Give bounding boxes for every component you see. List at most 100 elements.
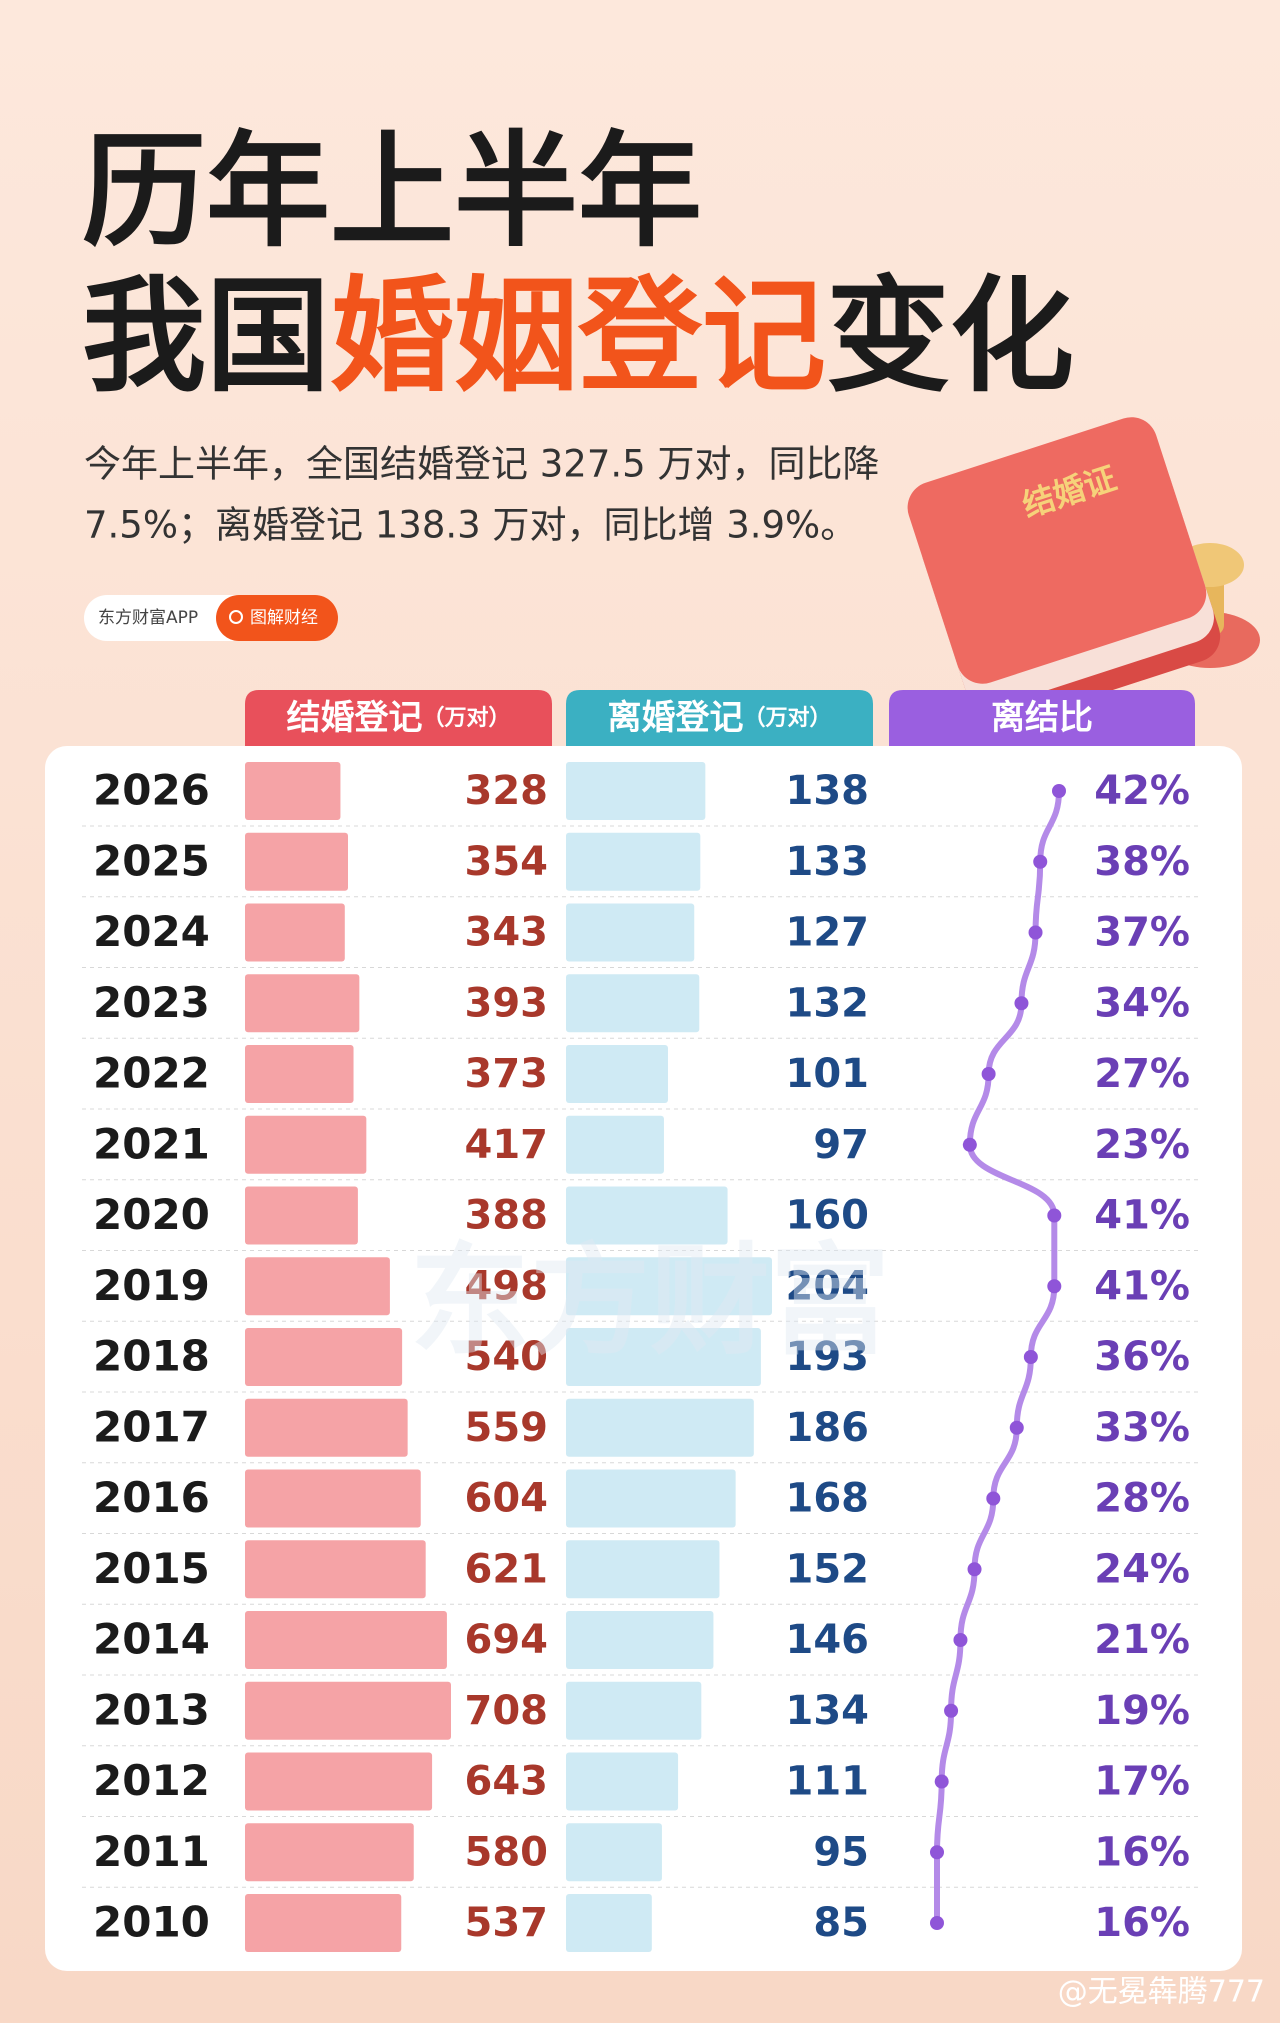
bar [566, 1611, 714, 1669]
bar [245, 1115, 367, 1174]
bar [566, 1115, 664, 1174]
ratio-label: 24% [1094, 1546, 1190, 1592]
title-line: 历年上半年 [82, 120, 702, 264]
year-label: 2018 [93, 1332, 210, 1381]
ratio-point [962, 1137, 977, 1152]
value-label: 186 [786, 1405, 870, 1451]
ratio-point [1028, 925, 1043, 940]
ratio-label: 34% [1094, 980, 1190, 1026]
bar [245, 762, 341, 820]
value-label: 621 [465, 1546, 549, 1592]
ratio-label: 41% [1094, 1193, 1190, 1239]
year-label: 2023 [93, 978, 210, 1027]
value-label: 643 [465, 1759, 549, 1805]
year-label: 2025 [93, 836, 210, 885]
value-label: 168 [786, 1476, 870, 1522]
value-label: 95 [813, 1829, 869, 1875]
ratio-label: 36% [1094, 1334, 1190, 1380]
bar [566, 1469, 736, 1528]
title-highlight: 婚姻登记 [330, 265, 826, 409]
ratio-point [1047, 1279, 1062, 1294]
ratio-point [1052, 784, 1066, 798]
ratio-point [1047, 1208, 1062, 1223]
bar [245, 1540, 426, 1599]
ratio-point [1014, 996, 1029, 1011]
book-illustration: 结婚证 [907, 417, 1260, 727]
column-header [245, 690, 552, 746]
ratio-label: 16% [1094, 1829, 1190, 1875]
ratio-label: 17% [1094, 1759, 1190, 1805]
value-label: 152 [786, 1546, 870, 1592]
bar [566, 1328, 761, 1386]
value-label: 97 [813, 1122, 869, 1168]
value-label: 580 [465, 1829, 549, 1875]
value-label: 193 [786, 1334, 870, 1380]
ratio-point [944, 1703, 959, 1718]
value-label: 85 [813, 1900, 869, 1946]
year-label: 2011 [93, 1827, 210, 1876]
bar [245, 1611, 447, 1669]
ratio-point [967, 1562, 982, 1577]
ratio-point [934, 1774, 949, 1789]
ratio-point [953, 1633, 968, 1647]
ratio-label: 16% [1094, 1900, 1190, 1946]
title-part: 变化 [826, 265, 1074, 409]
year-label: 2017 [93, 1402, 210, 1451]
bar [245, 1823, 414, 1882]
bar [245, 1894, 402, 1952]
search-icon [229, 610, 243, 624]
watermark: 东方财富 [410, 1233, 890, 1372]
year-label: 2013 [93, 1685, 210, 1734]
ratio-label: 21% [1094, 1617, 1190, 1663]
value-label: 133 [786, 839, 870, 885]
year-label: 2026 [93, 766, 210, 815]
ratio-label: 33% [1094, 1405, 1190, 1451]
bar [245, 1681, 451, 1740]
credit: @无冕犇腾777 [1058, 1975, 1265, 2010]
bar [566, 1540, 720, 1599]
value-label: 417 [465, 1122, 549, 1168]
value-label: 498 [465, 1263, 549, 1309]
bar [566, 762, 706, 820]
year-label: 2012 [93, 1756, 210, 1805]
value-label: 708 [465, 1688, 549, 1734]
ratio-point [930, 1916, 944, 1930]
bar [245, 974, 360, 1033]
value-label: 160 [786, 1193, 870, 1239]
value-label: 388 [465, 1193, 549, 1239]
title-line: 我国婚姻登记变化 [82, 265, 1074, 409]
bar [566, 1681, 702, 1740]
column-header-label: 离婚登记（万对） [607, 698, 831, 738]
year-label: 2024 [93, 907, 210, 956]
ratio-point [1033, 854, 1048, 869]
ratio-point [1009, 1420, 1024, 1435]
value-label: 354 [465, 839, 549, 885]
bar [245, 1469, 421, 1528]
bar [245, 1398, 408, 1457]
bar [245, 1752, 433, 1811]
tag: 东方财富APP [98, 608, 198, 628]
value-label: 127 [786, 910, 870, 956]
header-name: 离结比 [991, 698, 1093, 738]
bar [566, 1186, 728, 1245]
bar [245, 1328, 403, 1386]
year-label: 2019 [93, 1261, 210, 1310]
bar [245, 832, 348, 891]
value-label: 694 [465, 1617, 549, 1663]
ratio-label: 42% [1094, 768, 1190, 814]
year-label: 2020 [93, 1190, 210, 1239]
title-part: 我国 [82, 265, 330, 409]
value-label: 537 [465, 1900, 549, 1946]
tag-pill-highlight [216, 595, 338, 641]
column-header-label: 结婚登记（万对） [286, 698, 510, 738]
ratio-point [1023, 1350, 1038, 1364]
value-label: 138 [786, 768, 870, 814]
value-label: 101 [786, 1051, 870, 1097]
bar [566, 974, 700, 1033]
value-label: 328 [465, 768, 549, 814]
bar [566, 903, 695, 962]
header-name: 离婚登记 [607, 698, 743, 738]
ratio-label: 23% [1094, 1122, 1190, 1168]
year-label: 2021 [93, 1119, 210, 1168]
